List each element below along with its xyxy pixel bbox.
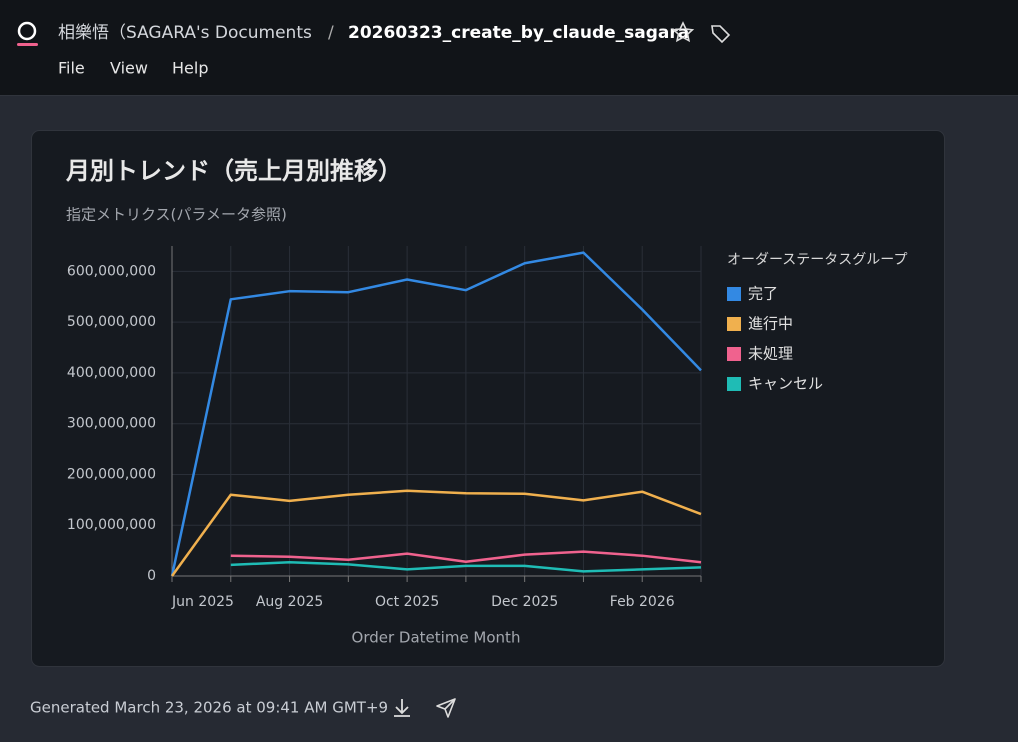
legend-label: 進行中 <box>748 315 793 333</box>
document-name: 20260323_create_by_claude_sagara <box>348 23 689 43</box>
legend-swatch <box>727 347 741 361</box>
x-tick-label: Oct 2025 <box>375 594 439 610</box>
y-tick-label: 300,000,000 <box>67 416 156 432</box>
breadcrumb-separator: / <box>328 23 334 43</box>
legend-label: 未処理 <box>748 345 793 363</box>
chart-title: 月別トレンド（売上月別推移） <box>65 157 402 185</box>
y-tick-label: 600,000,000 <box>67 263 156 279</box>
menu-file[interactable]: File <box>58 59 85 78</box>
legend-swatch <box>727 377 741 391</box>
generated-note: Generated March 23, 2026 at 09:41 AM GMT… <box>30 699 388 717</box>
download-icon[interactable] <box>394 699 410 717</box>
legend-swatch <box>727 287 741 301</box>
series-line <box>170 251 702 577</box>
menu-help[interactable]: Help <box>172 59 208 78</box>
legend-title: オーダーステータスグループ <box>727 252 907 268</box>
header-bar <box>0 0 1018 95</box>
series-line <box>230 561 702 573</box>
share-icon[interactable] <box>436 698 456 718</box>
workspace-name[interactable]: 相樂悟（SAGARA's Documents <box>58 23 312 43</box>
x-tick-label: Dec 2025 <box>491 594 558 610</box>
y-tick-label: 200,000,000 <box>67 466 156 482</box>
y-tick-label: 500,000,000 <box>67 314 156 330</box>
series-line <box>230 550 702 564</box>
y-tick-label: 100,000,000 <box>67 517 156 533</box>
x-tick-label: Feb 2026 <box>610 594 675 610</box>
legend-label: 完了 <box>748 285 778 303</box>
chart-subtitle: 指定メトリクス(パラメータ参照) <box>66 206 287 224</box>
legend-swatch <box>727 317 741 331</box>
star-icon[interactable] <box>671 21 695 43</box>
x-tick-label: Jun 2025 <box>171 594 234 610</box>
series-line <box>170 489 702 577</box>
y-tick-label: 0 <box>147 568 156 584</box>
logo[interactable] <box>17 21 37 41</box>
x-axis-title: Order Datetime Month <box>352 629 521 647</box>
x-tick-label: Aug 2025 <box>256 594 323 610</box>
legend-label: キャンセル <box>748 375 823 393</box>
menu-view[interactable]: View <box>110 59 148 78</box>
y-tick-label: 400,000,000 <box>67 365 156 381</box>
chart-card <box>31 130 945 667</box>
logo-underline <box>17 43 38 46</box>
tag-icon[interactable] <box>711 25 731 44</box>
